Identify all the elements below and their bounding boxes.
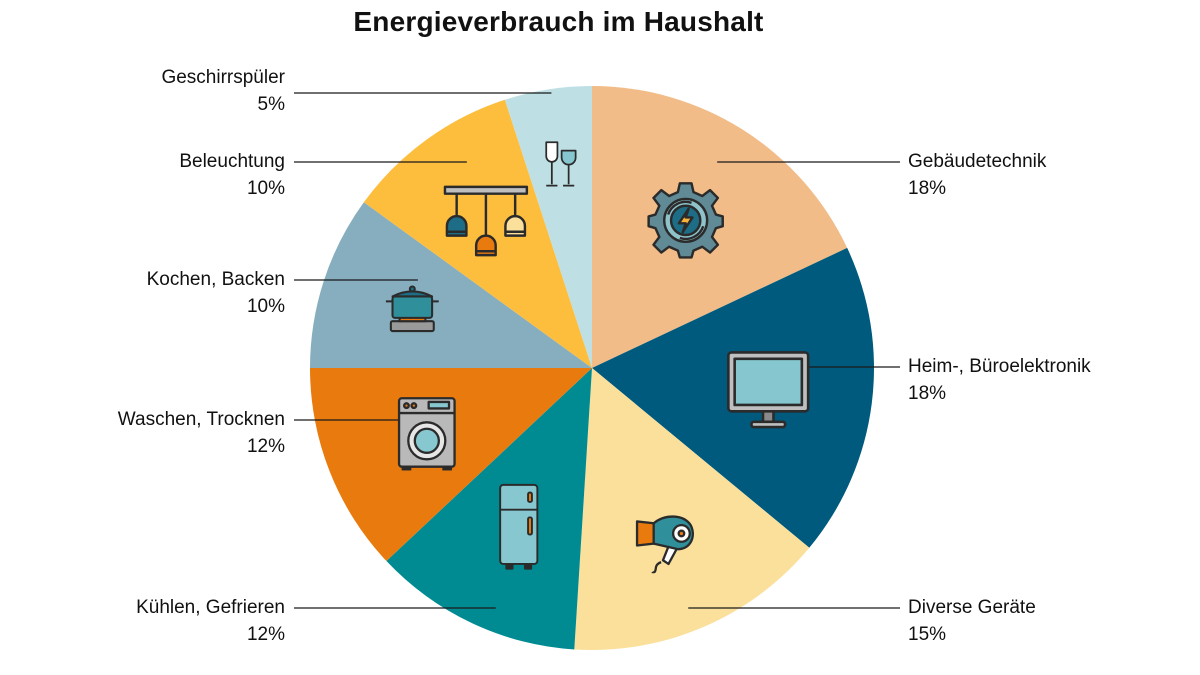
pie-slice-diverse bbox=[574, 368, 810, 650]
gear-lightning-icon bbox=[647, 182, 724, 259]
slice-value-text: 12% bbox=[246, 624, 285, 645]
slice-value-text: 10% bbox=[246, 178, 285, 199]
fridge-icon bbox=[499, 483, 539, 570]
slice-category-text: Diverse Geräte bbox=[908, 597, 1036, 618]
washing-machine-icon bbox=[397, 397, 456, 471]
slice-label-beleuchtung: Beleuchtung 10% bbox=[179, 148, 285, 202]
slice-label-kuehlen: Kühlen, Gefrieren 12% bbox=[136, 594, 285, 648]
pie-slice-kuehlen bbox=[386, 368, 592, 650]
slice-value-text: 5% bbox=[257, 94, 285, 115]
chart-title: Energieverbrauch im Haushalt bbox=[353, 6, 764, 37]
slice-category-text: Waschen, Trocknen bbox=[117, 409, 285, 430]
slice-label-diverse: Diverse Geräte 15% bbox=[908, 594, 1036, 648]
slice-value-text: 12% bbox=[246, 436, 285, 457]
pie-slice-beleuchtung bbox=[363, 99, 592, 368]
slice-label-elektronik: Heim-, Büroelektronik 18% bbox=[908, 353, 1091, 407]
slice-category-text: Kühlen, Gefrieren bbox=[136, 597, 285, 618]
slice-category-text: Kochen, Backen bbox=[146, 269, 285, 290]
slice-value-text: 15% bbox=[908, 624, 947, 645]
pie-slice-kochen bbox=[310, 202, 592, 368]
slice-value-text: 18% bbox=[908, 383, 947, 404]
slice-label-kochen: Kochen, Backen 10% bbox=[147, 266, 285, 320]
slice-value-text: 10% bbox=[246, 296, 285, 317]
slice-label-gebaeudetechnik: Gebäudetechnik 18% bbox=[908, 148, 1046, 202]
slice-label-geschirr: Geschirrspüler 5% bbox=[161, 64, 285, 118]
slice-category-text: Gebäudetechnik bbox=[908, 151, 1047, 172]
slice-value-text: 18% bbox=[908, 178, 947, 199]
slice-category-text: Geschirrspüler bbox=[161, 67, 285, 88]
slice-category-text: Heim-, Büroelektronik bbox=[908, 356, 1091, 377]
slice-label-waschen: Waschen, Trocknen 12% bbox=[118, 406, 285, 460]
slice-category-text: Beleuchtung bbox=[179, 151, 285, 172]
